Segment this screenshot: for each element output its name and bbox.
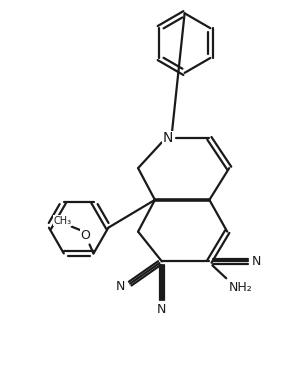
Text: CH₃: CH₃ [54,216,72,226]
Text: N: N [116,280,125,293]
Text: O: O [81,229,91,242]
Text: NH₂: NH₂ [229,281,253,294]
Text: N: N [163,131,173,145]
Text: N: N [157,302,166,316]
Text: N: N [252,255,262,268]
